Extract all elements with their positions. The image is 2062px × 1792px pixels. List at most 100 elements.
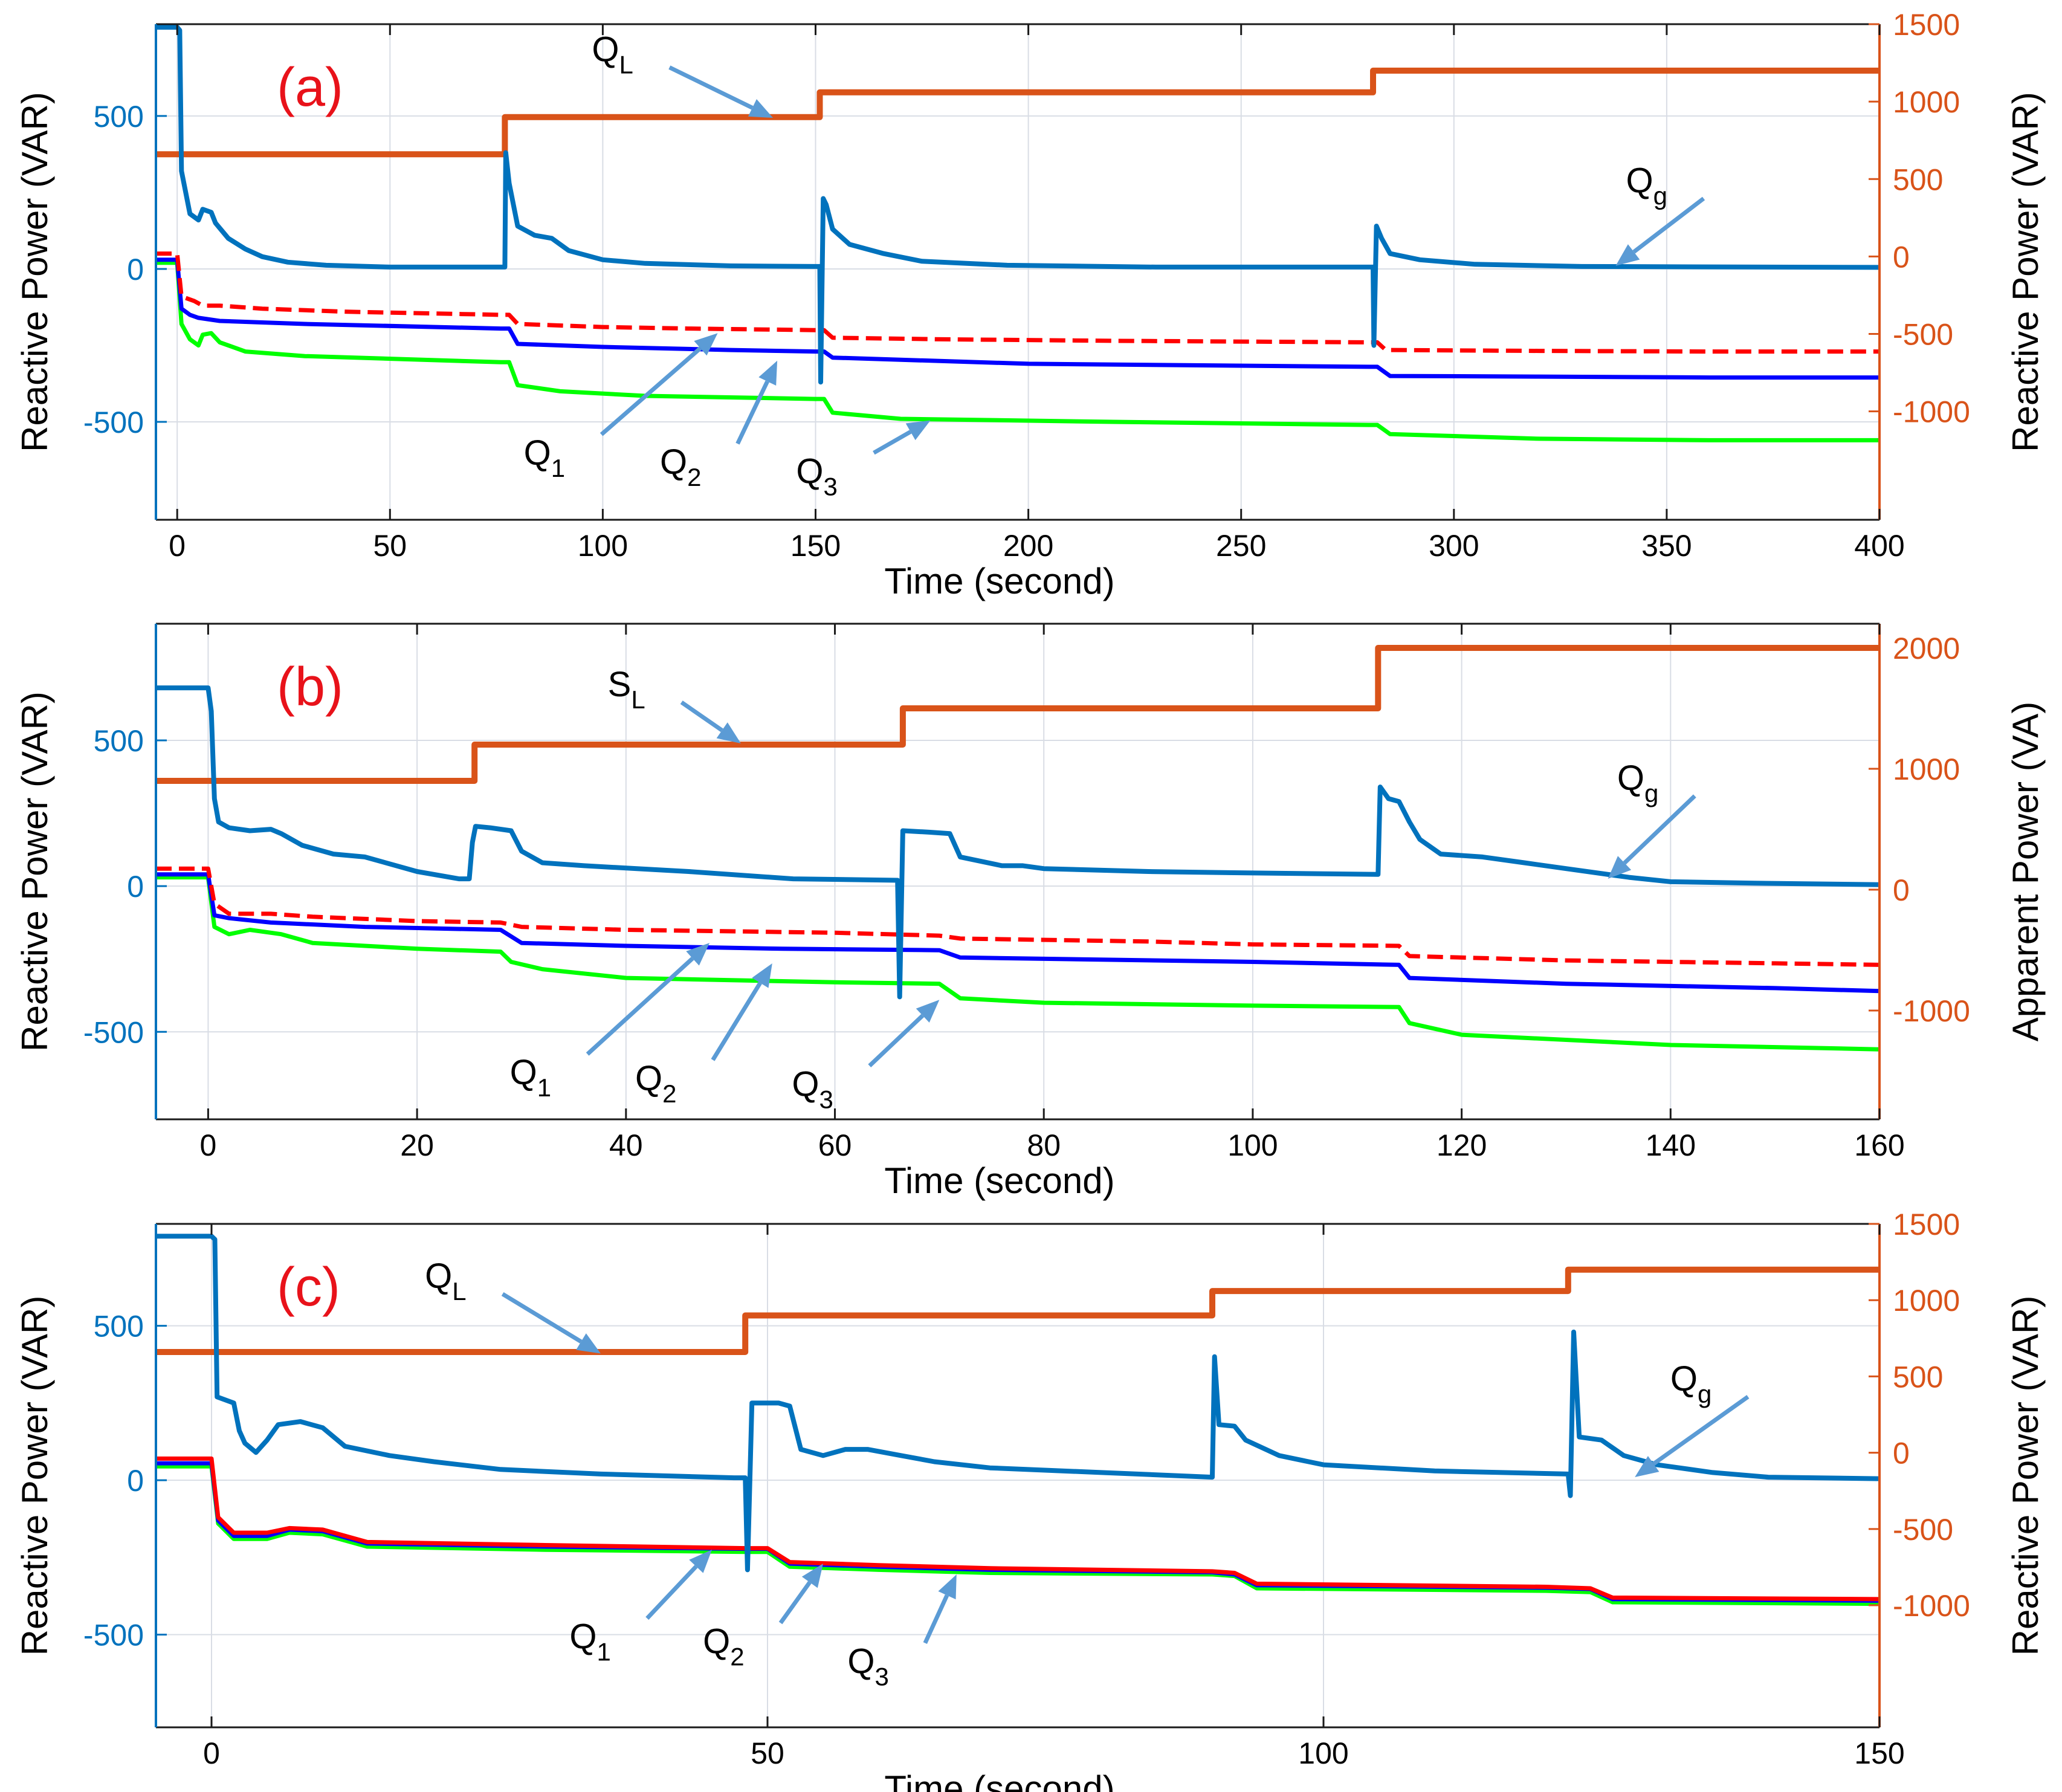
y-tick-label-right: 500	[1893, 163, 1943, 196]
panel-label: (c)	[277, 1257, 340, 1318]
x-tick-label: 300	[1429, 529, 1479, 563]
annotation-subscript: 3	[819, 1085, 833, 1113]
series-qg-line	[156, 1234, 1879, 1573]
y-tick-label-right: 1000	[1893, 1284, 1960, 1318]
annotation-text: Q	[569, 1617, 596, 1657]
y-tick-label-right: 1000	[1893, 752, 1960, 786]
annotation-subscript: g	[1698, 1380, 1711, 1408]
y-axis-label-left: Reactive Power (VAR)	[15, 691, 55, 1052]
annotation-label: Q2	[635, 1059, 676, 1108]
annotation-subscript: L	[631, 685, 645, 714]
y-tick-label-left: -500	[83, 1619, 144, 1652]
x-tick-label: 140	[1646, 1128, 1696, 1162]
annotation-subscript: 2	[662, 1079, 676, 1108]
annotation-label: SL	[608, 665, 645, 714]
annotation-arrow	[1623, 794, 1696, 865]
series-sl-line	[156, 645, 1879, 784]
x-tick-label: 250	[1216, 529, 1266, 563]
y-tick-label-right: 1500	[1893, 8, 1960, 42]
x-tick-label: 80	[1027, 1128, 1061, 1162]
y-tick-label-right: 2000	[1893, 632, 1960, 665]
annotation-label: Q2	[660, 442, 701, 491]
series-q3-line	[156, 875, 1879, 1052]
x-tick-label: 100	[1298, 1736, 1348, 1770]
annotation-arrow	[501, 1292, 583, 1344]
y-tick-label-left: 500	[94, 100, 144, 134]
annotation-arrowhead	[716, 722, 741, 743]
annotation-arrowhead	[758, 360, 778, 386]
x-tick-label: 100	[578, 529, 628, 563]
x-tick-label: 400	[1854, 529, 1904, 563]
annotation-subscript: L	[452, 1277, 466, 1305]
y-tick-label-left: 0	[127, 1464, 144, 1498]
annotation-text: Q	[425, 1257, 452, 1296]
annotation-arrow	[668, 65, 754, 110]
y-tick-label-right: -1000	[1893, 994, 1970, 1028]
annotation-label: QL	[425, 1257, 466, 1305]
series-q2-line	[156, 257, 1879, 380]
annotation-subscript: 1	[596, 1638, 610, 1666]
annotation-text: Q	[847, 1642, 874, 1681]
annotation-label: Q3	[847, 1642, 888, 1691]
series-group	[156, 25, 1879, 442]
annotation-arrowhead	[916, 1000, 940, 1023]
annotation-arrowhead	[694, 333, 718, 356]
y-axis-label-right: Apparent Power (VA)	[2005, 702, 2046, 1041]
series-q1-line	[156, 866, 1879, 967]
annotation-subscript: 2	[687, 463, 701, 491]
annotation-label: Qg	[1670, 1359, 1711, 1408]
panel-a: 0 50 100 150 200 250 300 350 4005000-50015001000…	[15, 8, 2046, 601]
annotation-text: Q	[796, 451, 823, 491]
series-q3-line	[156, 1464, 1879, 1606]
y-axis-label-right: Reactive Power (VAR)	[2005, 92, 2046, 452]
series-q1-line	[156, 1456, 1879, 1602]
y-tick-label-left: 0	[127, 870, 144, 904]
annotation-label: Q1	[569, 1617, 610, 1666]
grid	[156, 1224, 1880, 1727]
y-tick-label-right: 500	[1893, 1360, 1943, 1394]
annotation-text: Q	[660, 442, 687, 482]
x-tick-label: 150	[1854, 1736, 1904, 1770]
y-tick-label-right: -500	[1893, 1513, 1953, 1547]
annotation-arrowhead	[905, 420, 931, 441]
annotation-arrow	[923, 1594, 949, 1645]
series-q3-line	[156, 260, 1879, 442]
panel-label: (a)	[277, 57, 343, 118]
y-tick-label-right: -1000	[1893, 1589, 1970, 1623]
annotation-arrow	[868, 1014, 925, 1067]
x-tick-label: 200	[1003, 529, 1053, 563]
series-qg-line	[156, 25, 1879, 385]
annotation-arrow	[735, 380, 769, 445]
annotation-subscript: 1	[551, 454, 565, 482]
annotation-arrow	[586, 957, 694, 1056]
series-ql-line	[156, 67, 1879, 158]
series-q1-line	[156, 251, 1879, 354]
x-tick-label: 0	[203, 1736, 220, 1770]
panel-c: 0 50 100 150 500 0 -500 1500 1000 500 0 -500 -1000 Ti…	[15, 1208, 2046, 1792]
y-tick-label-right: 1500	[1893, 1208, 1960, 1241]
annotation-label: Qg	[1617, 759, 1658, 807]
x-tick-label: 50	[373, 529, 407, 563]
annotation-arrow	[1632, 196, 1705, 254]
annotation-text: Q	[792, 1064, 819, 1104]
y-tick-label-left: 500	[94, 724, 144, 758]
series-qg-line	[156, 685, 1879, 1000]
y-axis-label-left: Reactive Power (VAR)	[15, 92, 55, 452]
annotation-arrowhead	[1608, 856, 1632, 879]
annotation-arrow	[1652, 1395, 1750, 1466]
panel-label: (b)	[277, 657, 343, 717]
annotation-subscript: 2	[730, 1642, 744, 1671]
annotation-subscript: g	[1644, 779, 1658, 807]
y-tick-label-left: -500	[83, 406, 144, 439]
annotation-arrowhead	[686, 943, 710, 966]
y-tick-label-left: 0	[127, 253, 144, 286]
x-tick-label: 0	[200, 1128, 217, 1162]
annotation-label: Q3	[796, 451, 837, 500]
panel-b: 0 20 40 60 80 100 120 140 160 500 0 -500 2000 1000 0 -1…	[15, 623, 2046, 1201]
x-tick-label: 40	[609, 1128, 643, 1162]
x-tick-label: 160	[1854, 1128, 1904, 1162]
x-tick-label: 120	[1437, 1128, 1487, 1162]
annotation-subscript: 3	[823, 472, 837, 500]
